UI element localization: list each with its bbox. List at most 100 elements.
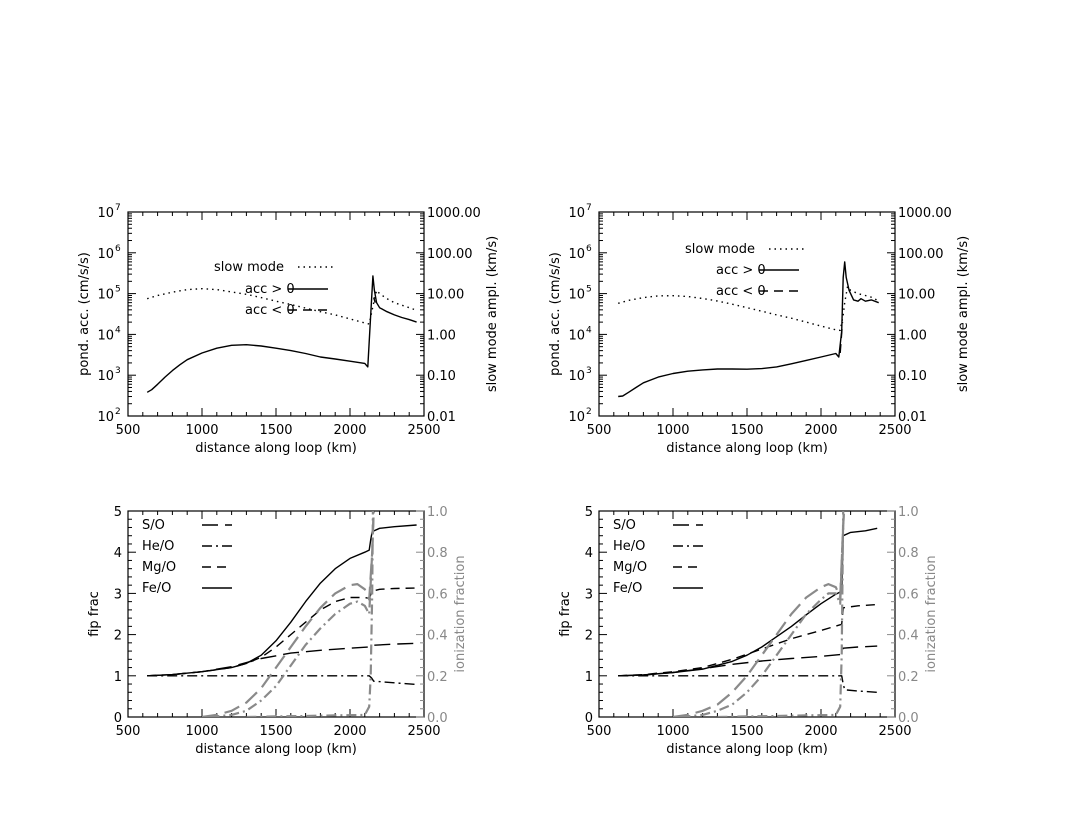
- y-tick-exponent: 3: [586, 366, 592, 376]
- series-line-ionization-3: [717, 511, 845, 717]
- y-tick-label: 10: [568, 288, 585, 303]
- x-tick-label: 1500: [730, 423, 763, 438]
- legend-label: He/O: [142, 539, 174, 554]
- series-line-acc-0: [146, 275, 417, 393]
- y-tick-label: 10: [97, 288, 114, 303]
- y2-tick-label: 0.0: [898, 711, 919, 726]
- y2-tick-label: 0.8: [898, 546, 919, 561]
- series-line-fe-o: [147, 524, 417, 677]
- y-tick-exponent: 7: [586, 203, 592, 213]
- y2-tick-label: 0.2: [427, 670, 448, 685]
- series-line-he-o: [618, 675, 878, 693]
- legend-label: Mg/O: [613, 560, 647, 575]
- y2-tick-label: 0.4: [898, 629, 919, 644]
- y2-tick-label: 0.10: [427, 369, 456, 384]
- x-tick-label: 2000: [804, 724, 837, 739]
- y-tick-label: 10: [97, 206, 114, 221]
- y-tick-label: 2: [114, 629, 122, 644]
- y-tick-label: 10: [97, 328, 114, 343]
- y2-tick-label: 0.10: [898, 369, 927, 384]
- y-tick-exponent: 4: [115, 325, 121, 335]
- x-tick-label: 2000: [333, 724, 366, 739]
- legend-label: acc < 0: [245, 303, 295, 318]
- legend-label: acc > 0: [716, 263, 766, 278]
- y-tick-label: 10: [568, 369, 585, 384]
- y-tick-exponent: 3: [115, 366, 121, 376]
- x-axis-label: distance along loop (km): [195, 441, 357, 456]
- x-tick-label: 2500: [407, 724, 440, 739]
- panel-bottom-right: 500 1000 1500 2000 2500 distance along loop (…: [558, 505, 939, 757]
- legend-label: S/O: [142, 518, 165, 533]
- series-line-ionization-1: [201, 511, 375, 717]
- panel-bottom-left: 500 1000 1500 2000 2500 distance along loop (…: [87, 505, 468, 757]
- y-tick-exponent: 2: [115, 407, 121, 417]
- x-axis-label: distance along loop (km): [666, 441, 828, 456]
- y2-tick-label: 1.0: [898, 505, 919, 520]
- y2-tick-label: 1000.00: [427, 206, 481, 221]
- y2-tick-label: 0.01: [427, 410, 456, 425]
- y2-tick-label: 0.0: [427, 711, 448, 726]
- series-line-slow-mode: [618, 285, 880, 332]
- x-tick-label: 500: [587, 423, 612, 438]
- y-tick-label: 10: [97, 410, 114, 425]
- y-tick-exponent: 6: [115, 244, 121, 254]
- y2-tick-label: 0.6: [898, 587, 919, 602]
- y-tick-label: 10: [568, 328, 585, 343]
- y-tick-label: 10: [97, 369, 114, 384]
- x-tick-label: 2000: [333, 423, 366, 438]
- y2-tick-label: 0.2: [898, 670, 919, 685]
- legend-label: S/O: [613, 518, 636, 533]
- series-line-acc-0: [618, 261, 879, 398]
- y2-tick-label: 10.00: [898, 288, 935, 303]
- y-tick-label: 4: [585, 546, 593, 561]
- y2-tick-label: 1.00: [898, 328, 927, 343]
- y-tick-label: 0: [114, 711, 122, 726]
- panel-top-right: 500 1000 1500 2000 2500 distance along loop (…: [548, 203, 971, 456]
- series-line-he-o: [147, 675, 417, 686]
- legend-label: Fe/O: [142, 581, 171, 596]
- x-tick-label: 2500: [407, 423, 440, 438]
- legend-label: acc < 0: [716, 284, 766, 299]
- y-tick-label: 3: [114, 587, 122, 602]
- plot-area: [146, 275, 417, 393]
- y-tick-exponent: 6: [586, 244, 592, 254]
- x-tick-label: 1500: [259, 724, 292, 739]
- x-tick-label: 500: [116, 423, 141, 438]
- y-tick-label: 10: [568, 410, 585, 425]
- y-tick-exponent: 4: [586, 325, 592, 335]
- y-axis-label: fip frac: [87, 591, 102, 637]
- x-tick-label: 1000: [185, 423, 218, 438]
- series-line-fe-o: [618, 527, 878, 677]
- y-tick-label: 1: [114, 670, 122, 685]
- series-line-mg-o: [147, 587, 417, 677]
- y2-tick-label: 0.8: [427, 546, 448, 561]
- y-tick-label: 0: [585, 711, 593, 726]
- y2-tick-label: 0.6: [427, 587, 448, 602]
- x-tick-label: 1000: [656, 423, 689, 438]
- legend-label: Fe/O: [613, 581, 642, 596]
- plot-area: [618, 261, 880, 398]
- y2-tick-label: 10.00: [427, 288, 464, 303]
- y-tick-exponent: 7: [115, 203, 121, 213]
- legend-label: acc > 0: [245, 282, 295, 297]
- y-tick-label: 5: [114, 505, 122, 520]
- y2-tick-label: 100.00: [427, 247, 473, 262]
- plot-area: [618, 511, 878, 717]
- legend-label: He/O: [613, 539, 645, 554]
- series-line-acc-0: [373, 297, 376, 303]
- y-axis-label: pond. acc. (cm/s/s): [77, 252, 92, 376]
- y-tick-label: 4: [114, 546, 122, 561]
- y2-tick-label: 0.4: [427, 629, 448, 644]
- y2-axis-label: slow mode ampl. (km/s): [956, 236, 971, 392]
- series-line-mg-o: [618, 603, 878, 677]
- x-tick-label: 1500: [259, 423, 292, 438]
- y-axis-label: fip frac: [558, 591, 573, 637]
- x-tick-label: 2500: [878, 724, 911, 739]
- x-tick-label: 2500: [878, 423, 911, 438]
- y2-axis-label: slow mode ampl. (km/s): [485, 236, 500, 392]
- x-tick-label: 1000: [185, 724, 218, 739]
- x-tick-label: 2000: [804, 423, 837, 438]
- y2-tick-label: 0.01: [898, 410, 927, 425]
- y-tick-label: 10: [97, 247, 114, 262]
- y2-axis-label: ionization fraction: [924, 555, 939, 672]
